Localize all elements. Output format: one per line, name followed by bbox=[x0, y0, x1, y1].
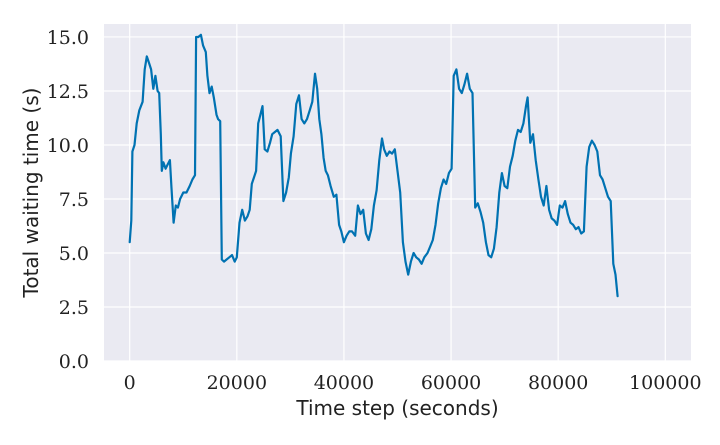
series-layer bbox=[128, 33, 619, 298]
y-tick-label: 2.5 bbox=[59, 297, 89, 319]
x-axis-label: Time step (seconds) bbox=[295, 396, 498, 420]
y-tick-label: 7.5 bbox=[59, 189, 89, 211]
plot-area-background bbox=[104, 24, 691, 361]
x-tick-label: 60000 bbox=[421, 372, 481, 394]
x-tick-label: 20000 bbox=[207, 372, 267, 394]
x-tick-label: 100000 bbox=[629, 372, 702, 394]
y-tick-label: 15.0 bbox=[47, 27, 89, 49]
x-tick-label: 0 bbox=[124, 372, 136, 394]
y-tick-label: 5.0 bbox=[59, 243, 89, 265]
grid-lines bbox=[104, 24, 691, 362]
tick-labels: 0 20000 40000 60000 80000 100000 0.0 2.5 5.0 7.5 1… bbox=[47, 27, 702, 394]
y-axis-label: Total waiting time (s) bbox=[19, 88, 43, 299]
x-tick-label: 80000 bbox=[528, 372, 588, 394]
y-tick-label: 10.0 bbox=[47, 135, 89, 157]
y-tick-label: 0.0 bbox=[59, 351, 89, 373]
x-tick-label: 40000 bbox=[314, 372, 374, 394]
y-tick-label: 12.5 bbox=[47, 81, 89, 103]
series-line bbox=[128, 33, 619, 298]
